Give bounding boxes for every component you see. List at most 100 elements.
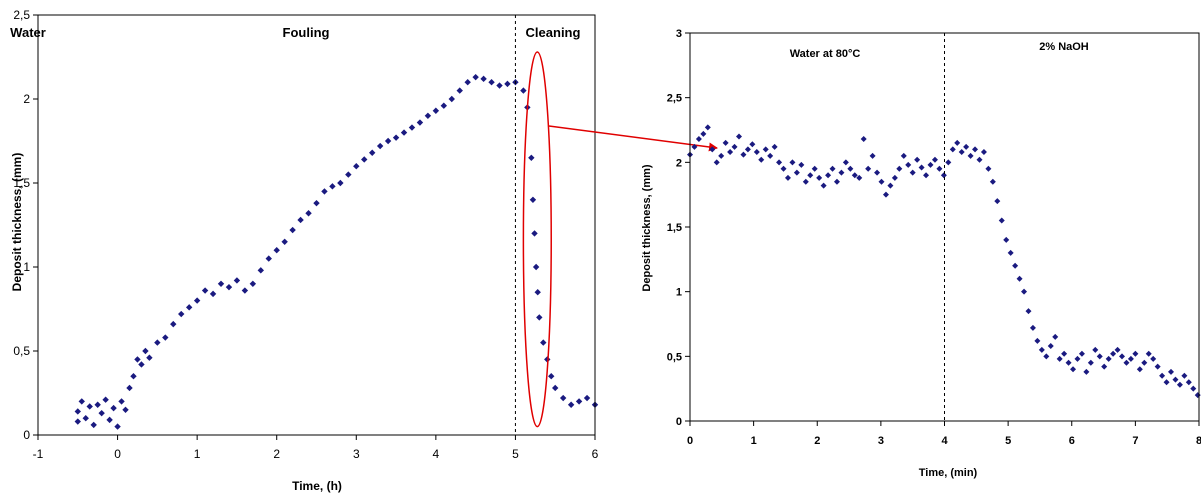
data-point bbox=[940, 172, 947, 179]
data-point bbox=[1078, 350, 1085, 357]
data-point bbox=[793, 169, 800, 176]
data-point bbox=[709, 146, 716, 153]
data-point bbox=[914, 156, 921, 163]
x-tick-label: 5 bbox=[512, 447, 519, 461]
data-point bbox=[1065, 359, 1072, 366]
x-tick-label: 3 bbox=[878, 435, 884, 447]
x-tick-label: 0 bbox=[687, 435, 693, 447]
data-point bbox=[949, 146, 956, 153]
data-point bbox=[713, 159, 720, 166]
data-point bbox=[1145, 350, 1152, 357]
data-point bbox=[771, 143, 778, 150]
data-point bbox=[114, 423, 121, 430]
data-point bbox=[94, 401, 101, 408]
data-point bbox=[321, 188, 328, 195]
y-tick-label: 0 bbox=[23, 428, 30, 442]
data-point bbox=[82, 415, 89, 422]
data-point bbox=[90, 421, 97, 429]
data-point bbox=[532, 263, 540, 271]
data-point bbox=[432, 107, 440, 114]
chart2-y-axis-title: Deposit thickness, (mm) bbox=[641, 164, 653, 291]
data-point bbox=[1123, 359, 1130, 366]
data-point bbox=[1047, 342, 1054, 349]
data-point bbox=[134, 356, 141, 363]
data-point bbox=[345, 171, 352, 178]
data-point bbox=[718, 152, 725, 159]
data-point bbox=[1016, 275, 1023, 282]
data-point bbox=[126, 384, 133, 392]
data-point bbox=[86, 403, 93, 410]
data-point bbox=[329, 183, 336, 190]
data-point bbox=[780, 165, 787, 172]
chart1-data-points bbox=[74, 73, 599, 430]
data-point bbox=[1105, 355, 1112, 362]
data-point bbox=[548, 373, 555, 380]
data-point bbox=[567, 401, 575, 408]
x-tick-label: 2 bbox=[814, 435, 820, 447]
data-point bbox=[241, 287, 249, 294]
data-point bbox=[416, 119, 424, 126]
x-tick-label: 5 bbox=[1005, 435, 1011, 447]
data-point bbox=[384, 137, 392, 145]
data-point bbox=[1021, 288, 1028, 295]
data-point bbox=[1132, 350, 1139, 357]
data-point bbox=[281, 238, 288, 245]
data-point bbox=[400, 129, 408, 136]
data-point bbox=[142, 347, 149, 355]
data-point bbox=[74, 418, 81, 425]
x-tick-label: 3 bbox=[353, 447, 360, 461]
data-point bbox=[110, 404, 117, 412]
data-point bbox=[138, 361, 145, 368]
data-point bbox=[784, 174, 791, 181]
data-point bbox=[456, 87, 463, 94]
data-point bbox=[802, 178, 809, 185]
data-point bbox=[882, 191, 889, 198]
data-point bbox=[1043, 353, 1050, 360]
data-point bbox=[78, 398, 85, 405]
data-point bbox=[869, 152, 876, 159]
data-point bbox=[536, 314, 543, 321]
data-point bbox=[102, 396, 109, 403]
data-point bbox=[496, 82, 503, 89]
data-point bbox=[1127, 355, 1134, 362]
y-tick-label: 0,5 bbox=[13, 344, 30, 358]
data-point bbox=[972, 146, 979, 153]
data-point bbox=[185, 304, 193, 311]
data-point bbox=[273, 247, 280, 254]
data-point bbox=[1154, 363, 1161, 370]
x-tick-label: 7 bbox=[1132, 435, 1138, 447]
data-point bbox=[980, 148, 987, 155]
data-point bbox=[1141, 359, 1148, 366]
y-tick-label: 0,5 bbox=[667, 351, 682, 363]
data-point bbox=[825, 172, 832, 179]
y-tick-label: 1,5 bbox=[13, 176, 30, 190]
data-point bbox=[762, 146, 769, 153]
data-point bbox=[989, 178, 996, 185]
x-tick-label: 4 bbox=[433, 447, 440, 461]
data-point bbox=[297, 216, 304, 224]
data-point bbox=[753, 148, 760, 155]
data-point bbox=[408, 124, 416, 131]
cleaning-detail-chart: 0 0,5 1 1,5 2 2,5 3 0 1 2 3 4 5 6 7 8 Water at 80°C 2%… bbox=[641, 28, 1201, 479]
chart1-plot-frame bbox=[37, 14, 596, 436]
data-point bbox=[170, 320, 177, 328]
data-point bbox=[1190, 385, 1197, 392]
data-point bbox=[740, 151, 747, 158]
y-tick-label: 1 bbox=[23, 260, 30, 274]
data-point bbox=[448, 95, 455, 103]
data-point bbox=[289, 226, 296, 234]
data-point bbox=[376, 142, 384, 150]
data-point bbox=[249, 280, 257, 287]
phase-label-water: Water bbox=[10, 25, 46, 40]
phase-label-naoh: 2% NaOH bbox=[1039, 41, 1089, 53]
fouling-cleaning-chart: 00,511,522,5 -1 0 1 2 3 4 5 6 Water Fouling Cle… bbox=[10, 8, 599, 493]
y-tick-label: 1 bbox=[676, 287, 682, 299]
data-point bbox=[337, 179, 344, 187]
data-point bbox=[998, 217, 1005, 224]
data-point bbox=[583, 394, 591, 402]
data-point bbox=[985, 165, 992, 172]
data-point bbox=[807, 172, 814, 179]
data-point bbox=[1007, 249, 1014, 256]
data-point bbox=[1136, 366, 1143, 373]
